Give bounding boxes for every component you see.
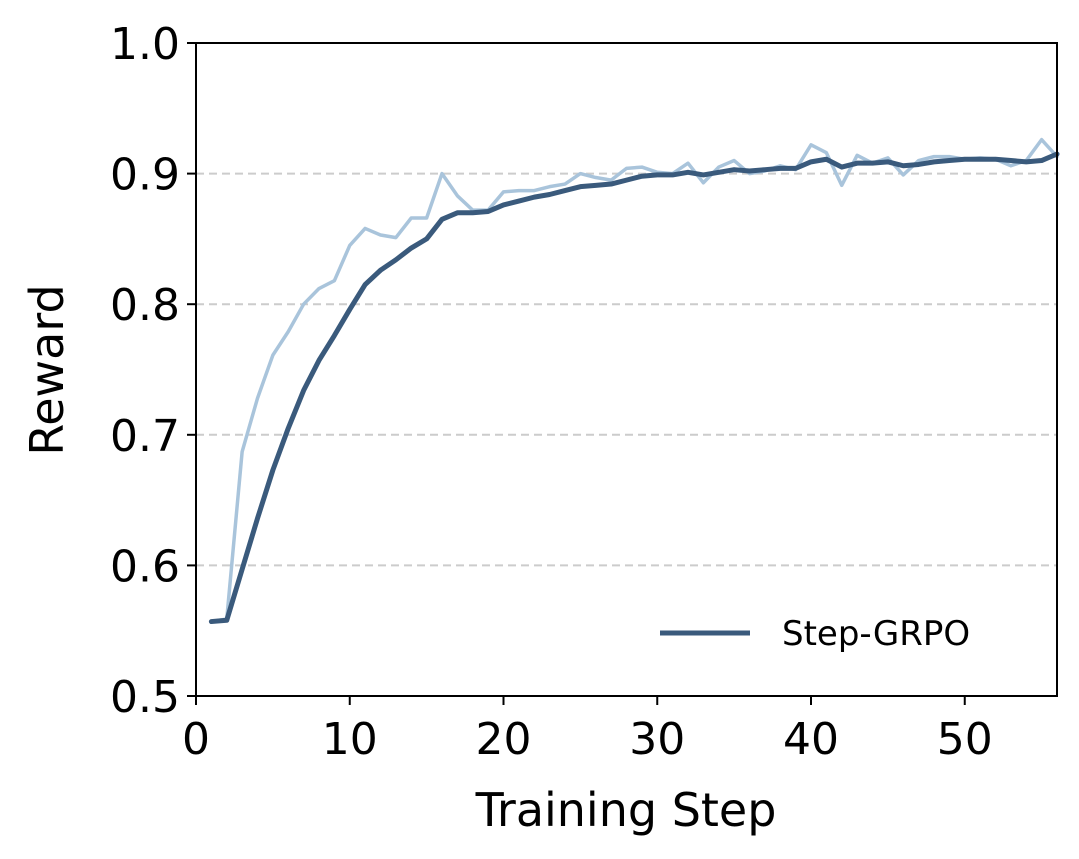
legend-label-step-grpo: Step-GRPO: [782, 614, 970, 654]
x-tick-label: 30: [629, 714, 685, 765]
y-tick-label: 0.5: [110, 672, 180, 723]
plot-lines: [208, 137, 1060, 625]
y-tick-label: 1.0: [110, 19, 180, 70]
y-tick-label: 0.6: [110, 541, 180, 592]
gridlines: [196, 172, 1057, 567]
x-axis-ticks: 0 10 20 30 40 50: [182, 696, 993, 765]
x-tick-label: 0: [182, 714, 210, 765]
x-tick-label: 40: [783, 714, 839, 765]
x-tick-label: 10: [322, 714, 378, 765]
x-tick-label: 20: [476, 714, 532, 765]
x-axis-label: Training Step: [475, 783, 777, 837]
y-axis-label: Reward: [20, 284, 74, 455]
series-line-step-grpo: [208, 151, 1060, 625]
plot-frame: [195, 42, 1058, 697]
y-axis-ticks: 0.5 0.6 0.7 0.8 0.9 1.0: [110, 19, 196, 723]
x-tick-label: 50: [937, 714, 993, 765]
y-tick-label: 0.9: [110, 150, 180, 201]
legend: Step-GRPO: [660, 614, 970, 654]
y-tick-label: 0.8: [110, 280, 180, 331]
y-tick-label: 0.7: [110, 411, 180, 462]
